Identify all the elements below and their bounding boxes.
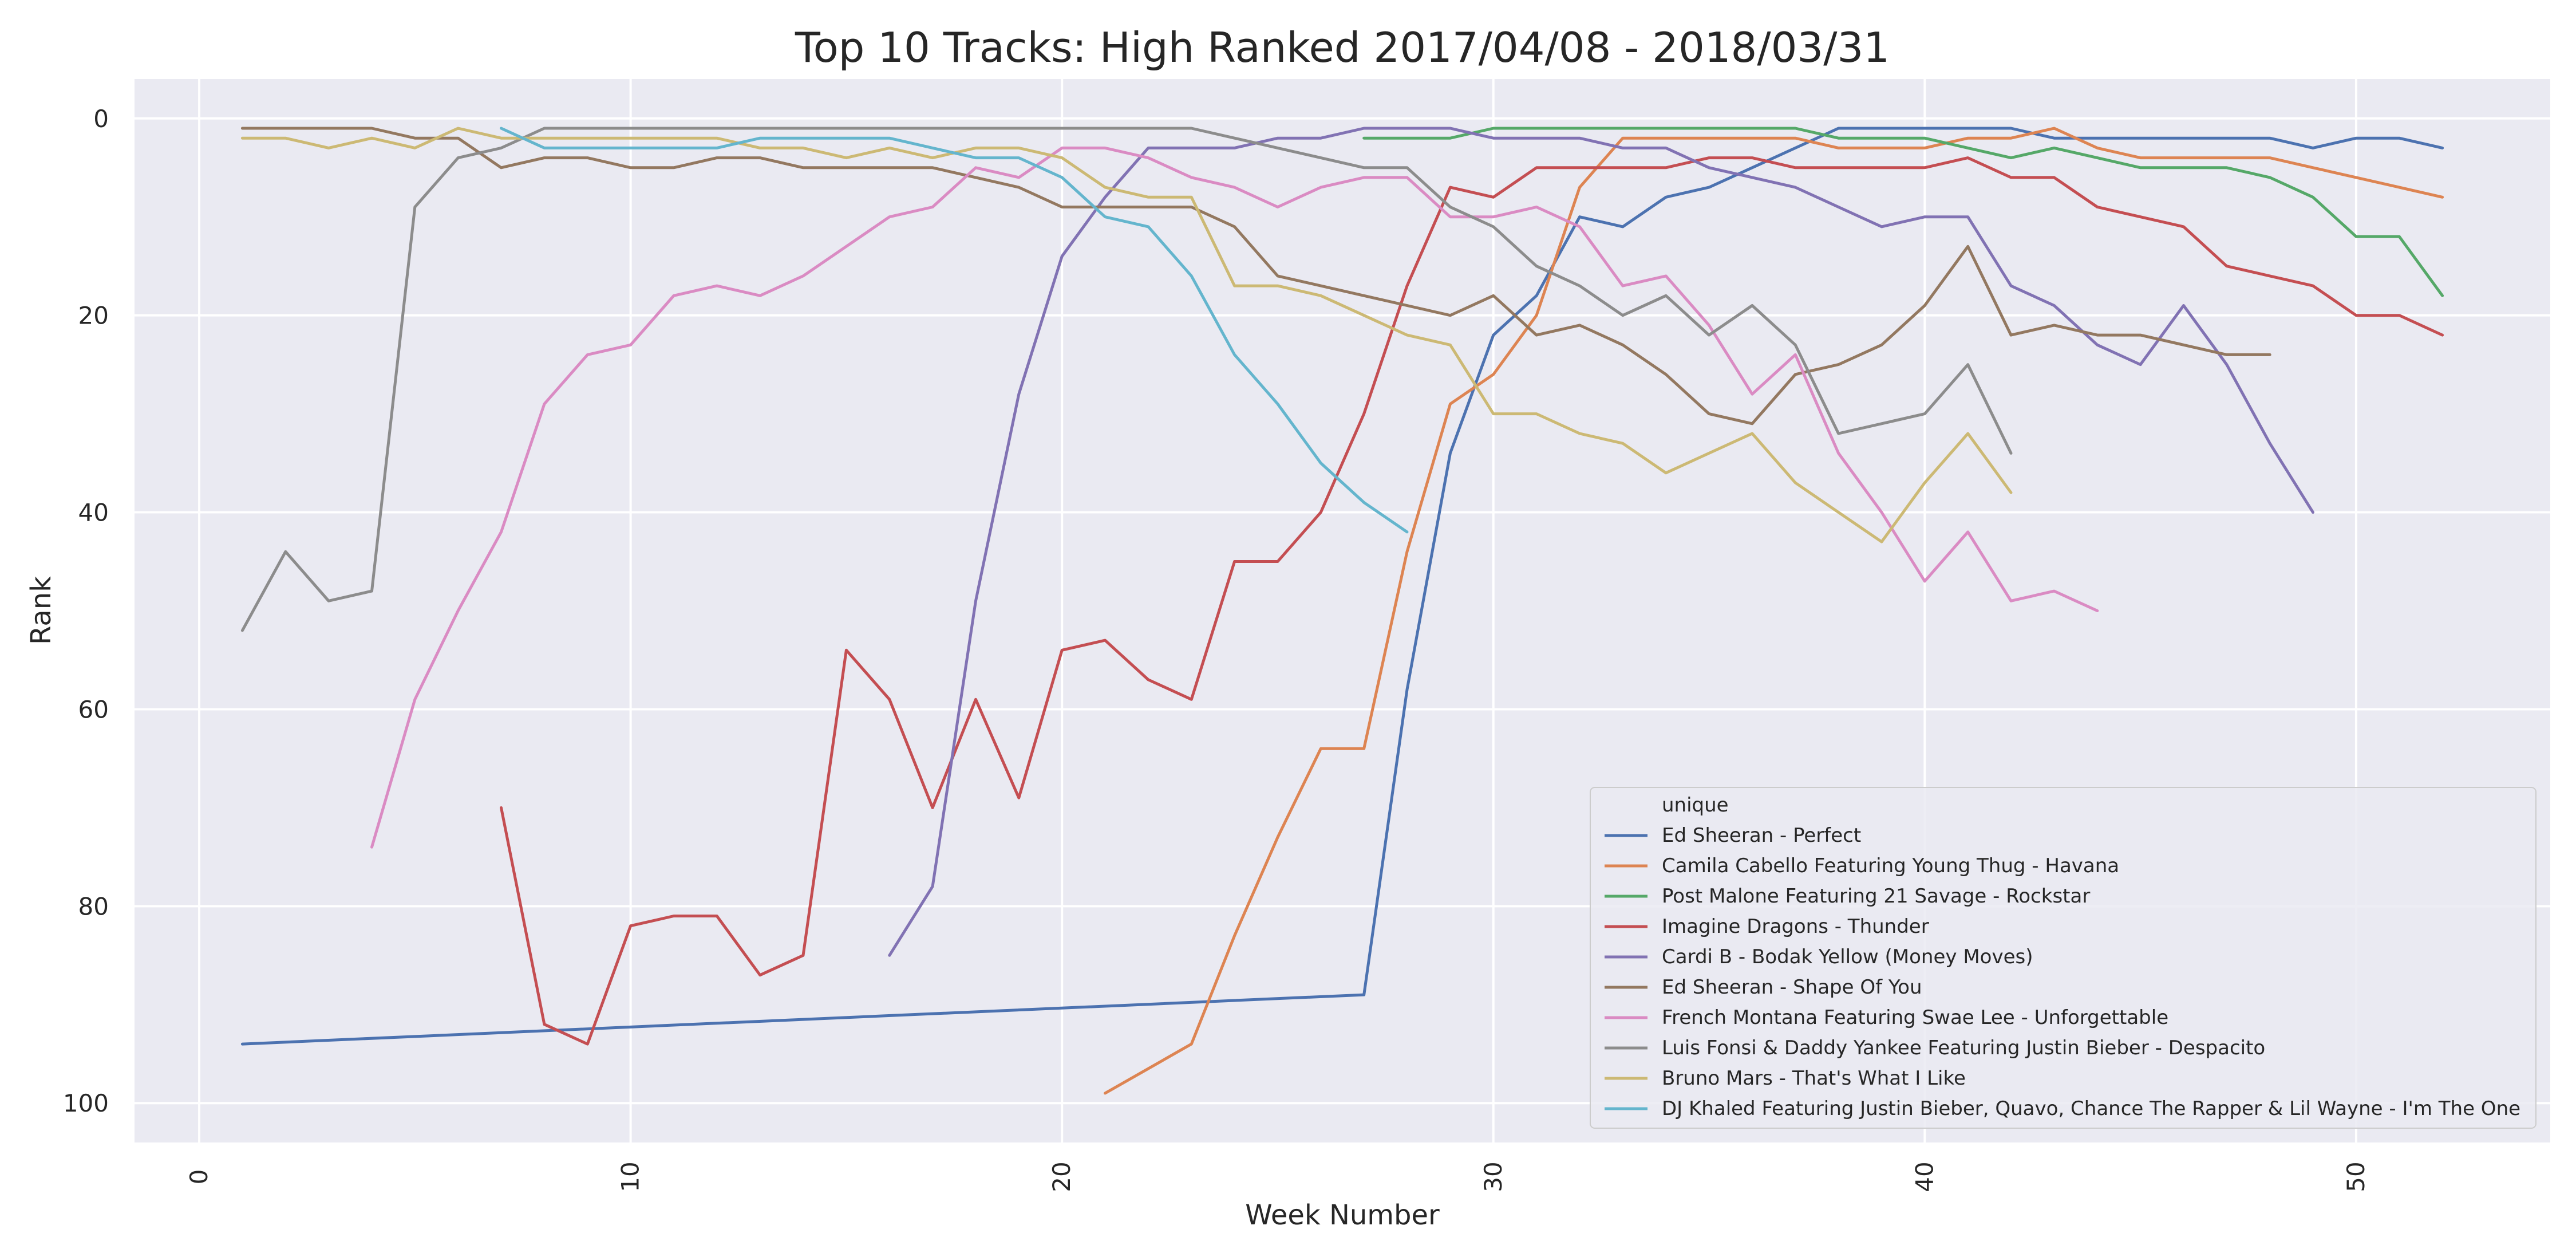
y-tick-label: 100 [63, 1089, 109, 1117]
x-tick-label: 30 [1479, 1161, 1507, 1192]
y-tick-label: 40 [78, 499, 109, 527]
legend-label: Luis Fonsi & Daddy Yankee Featuring Just… [1662, 1037, 2265, 1059]
legend-label: DJ Khaled Featuring Justin Bieber, Quavo… [1662, 1097, 2520, 1120]
legend-box [1590, 787, 2537, 1129]
legend-label: Ed Sheeran - Shape Of You [1662, 976, 1922, 999]
series-line [1104, 127, 2444, 1095]
legend: unique Ed Sheeran - Perfect Camila Cabell… [1590, 787, 2537, 1129]
y-axis-label: Rank [25, 576, 57, 645]
chart-title: Top 10 Tracks: High Ranked 2017/04/08 - … [795, 23, 1890, 72]
series-line [240, 127, 2013, 632]
legend-label: Camila Cabello Featuring Young Thug - Ha… [1662, 854, 2119, 877]
series-line [370, 146, 2099, 849]
series-line [240, 127, 2271, 425]
x-tick-label: 20 [1048, 1161, 1076, 1192]
series-line [500, 127, 1409, 534]
x-tick-label: 0 [185, 1169, 213, 1185]
series-line [240, 127, 2013, 543]
series-lines [240, 127, 2444, 1095]
legend-label: Post Malone Featuring 21 Savage - Rockst… [1662, 885, 2090, 908]
x-axis-label: Week Number [1245, 1199, 1440, 1231]
legend-title: unique [1662, 794, 1729, 817]
series-line [500, 156, 2444, 1046]
x-tick-label: 40 [1910, 1161, 1938, 1192]
legend-label: Bruno Mars - That's What I Like [1662, 1067, 1966, 1090]
gridlines [135, 79, 2550, 1142]
y-tick-label: 20 [78, 302, 109, 330]
series-line [240, 127, 2444, 1046]
legend-label: Cardi B - Bodak Yellow (Money Moves) [1662, 945, 2033, 968]
legend-label: Ed Sheeran - Perfect [1662, 824, 1861, 847]
series-line [888, 127, 2314, 957]
series-line [1362, 127, 2444, 297]
y-tick-label: 0 [93, 105, 109, 133]
axis-ticks: 0 10 20 30 40 50 0 20 40 60 80 100 [63, 105, 2370, 1192]
legend-label: Imagine Dragons - Thunder [1662, 915, 1929, 938]
x-tick-label: 10 [617, 1161, 645, 1192]
y-tick-label: 60 [78, 695, 109, 723]
legend-label: French Montana Featuring Swae Lee - Unfo… [1662, 1006, 2168, 1029]
legend-items: Ed Sheeran - Perfect Camila Cabello Featu… [1605, 824, 2520, 1120]
x-tick-label: 50 [2342, 1161, 2370, 1192]
y-tick-label: 80 [78, 892, 109, 920]
